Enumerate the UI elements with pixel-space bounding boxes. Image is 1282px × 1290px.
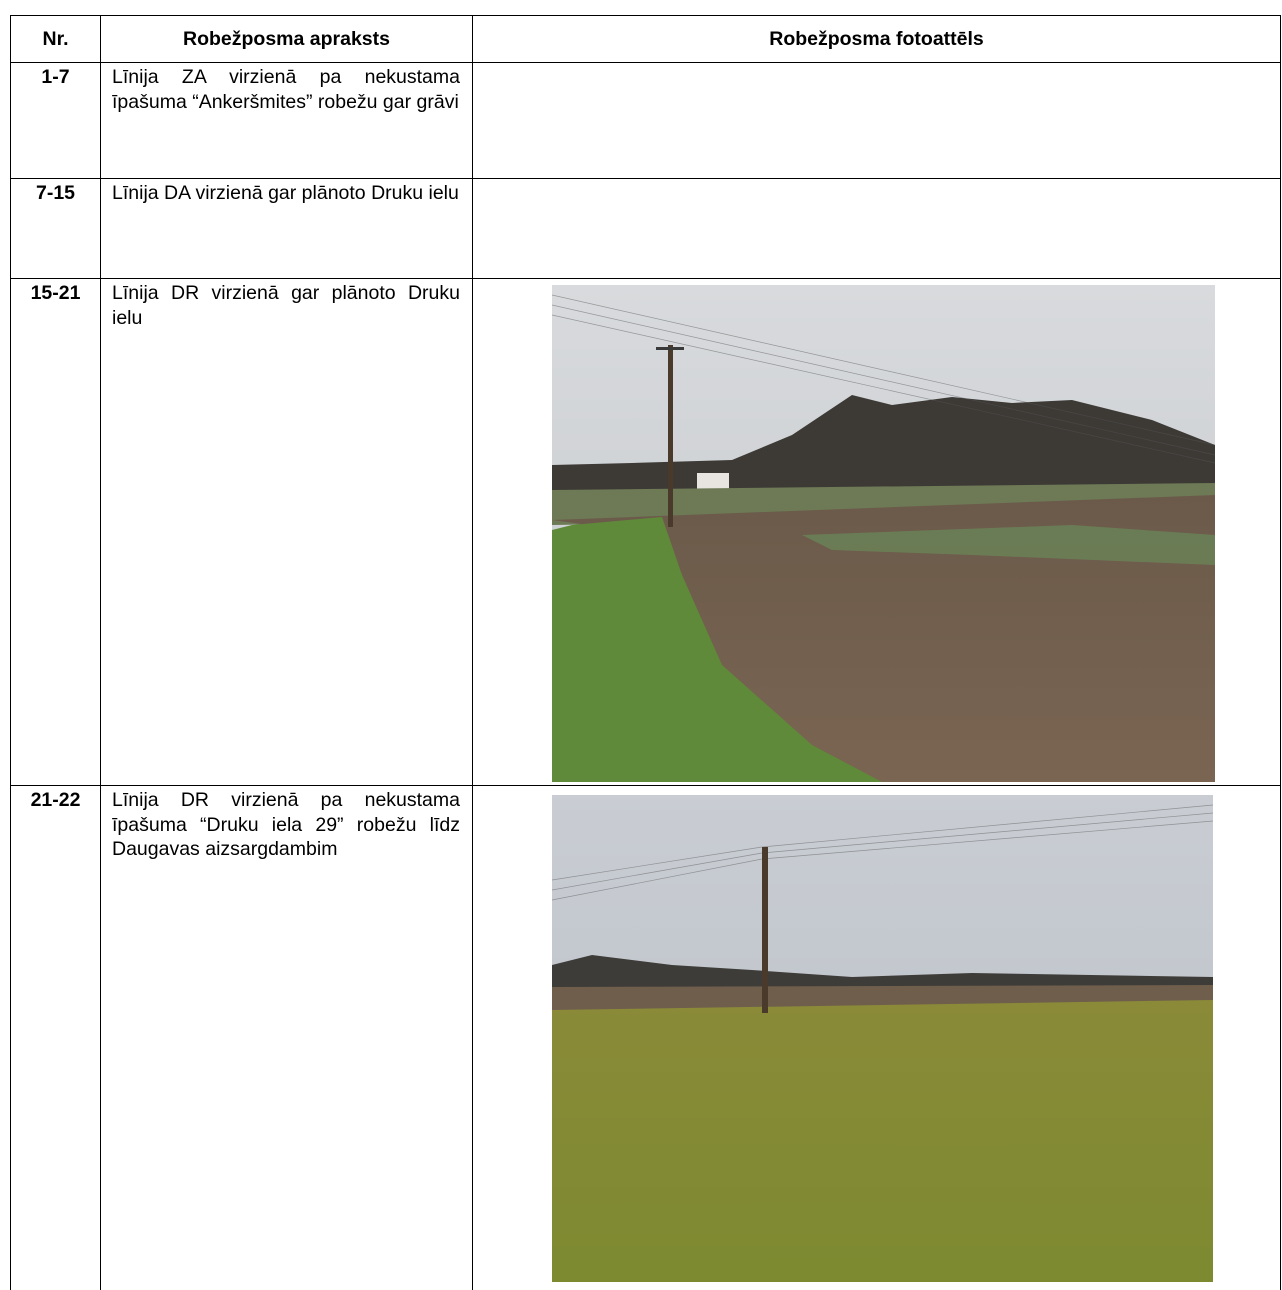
photo — [552, 285, 1215, 782]
header-row: Nr. Robežposma apraksts Robežposma fotoa… — [11, 16, 1281, 63]
photo-cell — [473, 279, 1281, 786]
segment-description: Līnija ZA virzienā pa nekustama īpašuma … — [101, 63, 473, 179]
row: 21-22 Līnija DR virzienā pa nekustama īp… — [11, 786, 1281, 1290]
segment-number: 21-22 — [11, 786, 101, 1290]
header-cell: Robežposma fotoattēls — [473, 16, 1281, 63]
segment-description: Līnija DR virzienā gar plānoto Druku iel… — [101, 279, 473, 786]
photo-cell — [473, 179, 1281, 279]
photo-cell — [473, 63, 1281, 179]
photo-cell — [473, 786, 1281, 1290]
segment-number: 1-7 — [11, 63, 101, 179]
photo — [552, 795, 1213, 1282]
segment-number: 15-21 — [11, 279, 101, 786]
page: Nr. Robežposma apraksts Robežposma fotoa… — [0, 0, 1282, 1289]
segment-description: Līnija DA virzienā gar plānoto Druku iel… — [101, 179, 473, 279]
segment-number: 7-15 — [11, 179, 101, 279]
row: 7-15 Līnija DA virzienā gar plānoto Druk… — [11, 179, 1281, 279]
header-cell: Nr. — [11, 16, 101, 63]
header-cell: Robežposma apraksts — [101, 16, 473, 63]
boundary-table: Nr. Robežposma apraksts Robežposma fotoa… — [10, 15, 1281, 1290]
segment-description: Līnija DR virzienā pa nekustama īpašuma … — [101, 786, 473, 1290]
row: 15-21 Līnija DR virzienā gar plānoto Dru… — [11, 279, 1281, 786]
row: 1-7 Līnija ZA virzienā pa nekustama īpaš… — [11, 63, 1281, 179]
